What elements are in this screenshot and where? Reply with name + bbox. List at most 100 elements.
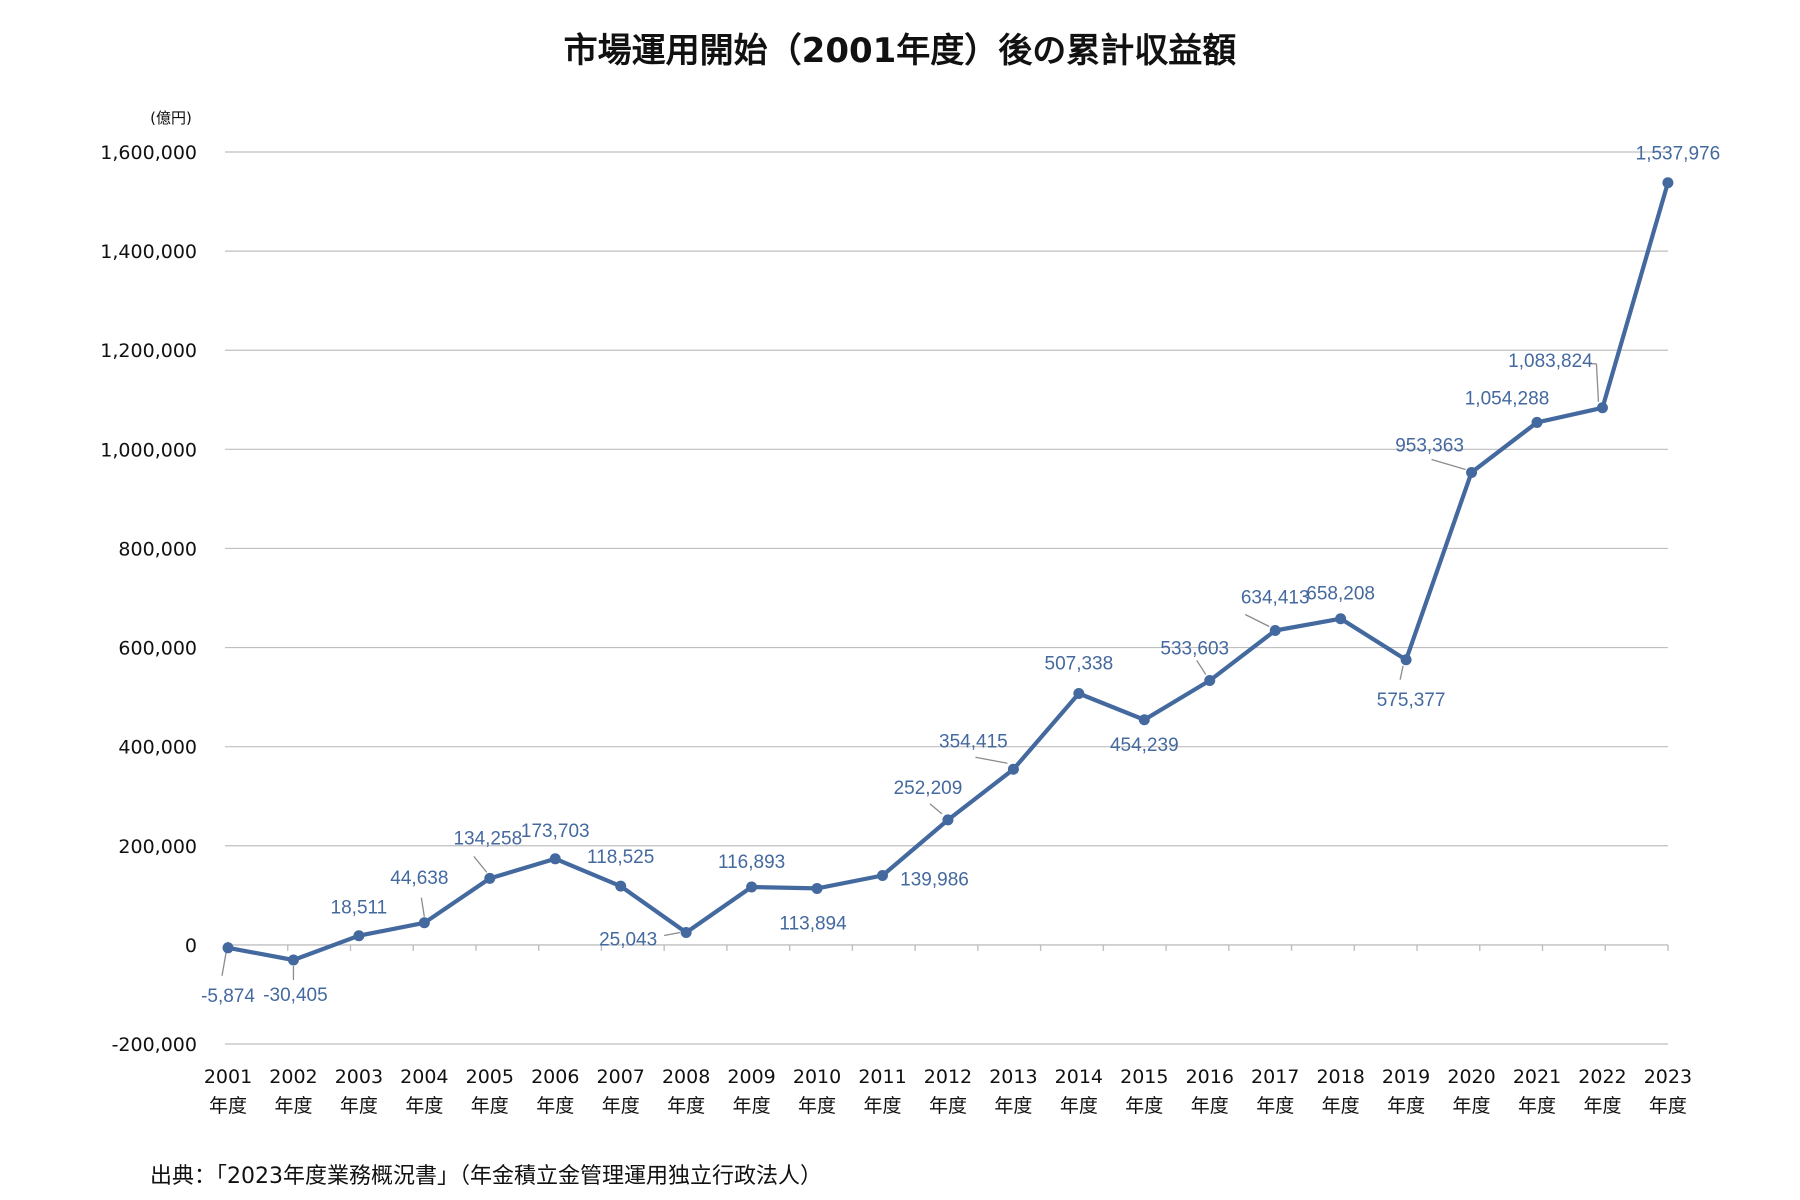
leader-line: [975, 756, 1008, 764]
leader-line: [664, 931, 681, 937]
data-point: [877, 870, 888, 882]
leader-line: [1244, 613, 1270, 628]
x-tick-label-suffix: 年度: [733, 1095, 771, 1117]
data-point: [1466, 466, 1478, 478]
y-tick-label: 400,000: [118, 737, 197, 759]
data-point: [615, 880, 627, 892]
x-tick-label-year: 2014: [1055, 1066, 1103, 1088]
x-tick-label-year: 2015: [1120, 1066, 1168, 1088]
y-axis: -200,000 0 200,000 400,000 600,000 800,000 1,0…: [100, 142, 197, 1056]
y-tick-label: 800,000: [118, 538, 197, 560]
x-tick-label-suffix: 年度: [798, 1095, 836, 1117]
x-tick-label-suffix: 年度: [863, 1095, 901, 1117]
x-tick-label-suffix: 年度: [1387, 1095, 1425, 1117]
x-tick-label-suffix: 年度: [1191, 1095, 1229, 1117]
data-label: 1,083,824: [1508, 351, 1593, 372]
x-tick-label-suffix: 年度: [1125, 1095, 1163, 1117]
data-point: [1662, 177, 1674, 189]
x-tick-label-year: 2016: [1186, 1066, 1234, 1088]
x-tick-label-suffix: 年度: [340, 1095, 378, 1117]
data-label: 634,413: [1241, 588, 1310, 609]
x-tick-label-year: 2003: [335, 1066, 383, 1088]
x-tick-label-year: 2011: [858, 1066, 906, 1088]
series-line: [225, 180, 1671, 963]
label-leader-lines: [221, 363, 1600, 980]
data-point: [1138, 714, 1150, 726]
y-tick-label: 1,000,000: [100, 439, 197, 461]
gridlines: [225, 151, 1668, 1045]
x-tick-label-year: 2004: [400, 1066, 448, 1088]
y-tick-label: 1,600,000: [100, 142, 197, 164]
data-point: [222, 942, 234, 954]
leader-line: [473, 855, 488, 873]
x-tick-label-suffix: 年度: [1583, 1095, 1621, 1117]
x-tick-label-year: 2009: [727, 1066, 775, 1088]
x-tick-label-year: 2006: [531, 1066, 579, 1088]
y-tick-label: 0: [185, 935, 197, 957]
data-point: [1007, 763, 1019, 775]
x-tick-label-year: 2021: [1513, 1066, 1561, 1088]
data-point: [1596, 402, 1608, 414]
x-tick-label-suffix: 年度: [1453, 1095, 1491, 1117]
data-label: 507,338: [1045, 653, 1114, 674]
data-label: 454,239: [1110, 735, 1179, 756]
data-label: 25,043: [599, 929, 657, 950]
source-note: 出典：「2023年度業務概況書」（年金積立金管理運用独立行政法人）: [150, 1164, 822, 1189]
x-tick-label-suffix: 年度: [602, 1095, 640, 1117]
data-point: [811, 882, 823, 894]
x-tick-label-year: 2018: [1316, 1066, 1364, 1088]
x-tick-label-year: 2020: [1447, 1066, 1495, 1088]
chart-title: 市場運用開始（2001年度）後の累計収益額: [564, 31, 1237, 71]
data-label: 533,603: [1160, 638, 1229, 659]
data-point: [484, 872, 496, 884]
leader-line: [420, 897, 425, 917]
x-tick-label-suffix: 年度: [994, 1095, 1032, 1117]
leader-line: [1196, 660, 1207, 675]
data-point: [353, 930, 365, 942]
data-point: [1335, 613, 1347, 625]
data-label: 1,537,976: [1636, 144, 1721, 165]
data-label: 113,894: [779, 913, 847, 934]
data-point: [549, 853, 561, 865]
x-tick-label-year: 2012: [924, 1066, 972, 1088]
data-point: [287, 954, 299, 966]
data-point: [1269, 625, 1281, 637]
x-tick-label-year: 2019: [1382, 1066, 1430, 1088]
x-tick-label-year: 2023: [1644, 1066, 1692, 1088]
data-label: 1,054,288: [1465, 388, 1550, 409]
x-tick-label-year: 2007: [597, 1066, 645, 1088]
x-tick-label-suffix: 年度: [471, 1095, 509, 1117]
data-label: 953,363: [1395, 435, 1464, 456]
x-tick-label-suffix: 年度: [1256, 1095, 1294, 1117]
x-tick-label-year: 2005: [466, 1066, 514, 1088]
data-label: 18,511: [331, 898, 388, 919]
data-points: [222, 177, 1674, 966]
x-tick-label-suffix: 年度: [536, 1095, 574, 1117]
data-label: 116,893: [718, 852, 785, 873]
x-tick-label-suffix: 年度: [667, 1095, 705, 1117]
x-tick-label-suffix: 年度: [274, 1095, 312, 1117]
y-tick-label: 200,000: [118, 836, 197, 858]
data-point: [1531, 416, 1543, 428]
data-point: [1204, 674, 1216, 686]
leader-line: [1399, 665, 1404, 680]
y-tick-label: -200,000: [112, 1034, 197, 1056]
x-axis: 2001 年度 2002 年度 2003 年度 2004 年度 2005 年度 2006 年度 2007…: [204, 944, 1692, 1117]
data-label: 252,209: [894, 778, 963, 799]
data-point: [680, 926, 692, 938]
data-label: 139,986: [900, 870, 969, 891]
data-label: 173,703: [521, 821, 590, 842]
data-label: -5,874: [201, 986, 255, 1007]
data-point: [1073, 687, 1085, 699]
x-tick-label-suffix: 年度: [1649, 1095, 1687, 1117]
data-label: 134,258: [453, 828, 522, 849]
data-label: 658,208: [1306, 584, 1375, 605]
x-tick-label-suffix: 年度: [1060, 1095, 1098, 1117]
leader-line: [929, 803, 943, 815]
y-tick-label: 1,200,000: [100, 340, 197, 362]
data-label: 575,377: [1377, 690, 1446, 711]
data-point: [746, 881, 758, 893]
leader-line: [1431, 458, 1466, 471]
